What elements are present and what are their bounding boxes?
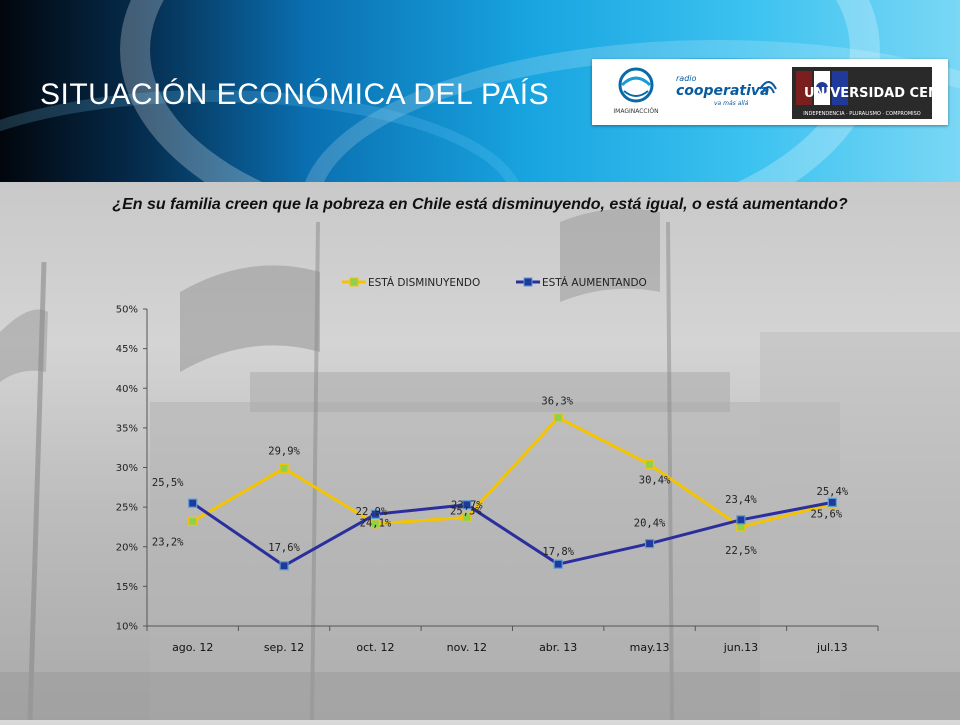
data-label: 23,4% (725, 494, 757, 506)
data-label: 29,9% (268, 445, 300, 457)
svg-text:IMAGINACCIÓN: IMAGINACCIÓN (613, 108, 658, 115)
y-tick-label: 10% (116, 622, 138, 633)
x-tick-label: jul.13 (816, 641, 848, 654)
data-label: 25,3% (450, 506, 482, 518)
palace-silhouette (0, 208, 960, 721)
y-tick-label: 35% (116, 423, 138, 434)
series-line-1 (191, 500, 833, 568)
universidad-central-logo: UNIVERSIDAD CENTRAL INDEPENDENCIA · PLUR… (792, 67, 960, 119)
svg-text:radio: radio (676, 74, 696, 83)
data-point (188, 516, 198, 526)
y-tick-label: 30% (116, 463, 138, 474)
data-label: 17,8% (542, 546, 574, 558)
cooperativa-logo: radio cooperativa va más allá (674, 71, 778, 111)
x-tick-label: may.13 (630, 641, 670, 654)
x-tick-label: ago. 12 (172, 641, 213, 654)
x-tick-label: sep. 12 (264, 641, 304, 654)
svg-text:UNIVERSIDAD CENTRAL: UNIVERSIDAD CENTRAL (804, 86, 932, 101)
svg-text:va más allá: va más allá (714, 100, 749, 107)
y-tick-label: 20% (116, 542, 138, 553)
data-point (462, 500, 472, 510)
data-point (736, 515, 746, 525)
y-tick-label: 25% (116, 503, 138, 514)
data-label: 22,9% (356, 506, 388, 518)
chart-legend: ESTÁ DISMINUYENDO ESTÁ AUMENTANDO (342, 276, 647, 289)
slide-title: SITUACIÓN ECONÓMICA DEL PAÍS (40, 78, 550, 111)
x-tick-label: oct. 12 (356, 641, 394, 654)
svg-text:cooperativa: cooperativa (676, 83, 769, 99)
data-point (644, 459, 655, 469)
data-label: 25,6% (811, 508, 843, 520)
line-chart: ESTÁ DISMINUYENDO ESTÁ AUMENTANDO 10% 15% 2… (116, 276, 879, 654)
logos-strip: IMAGINACCIÓN radio cooperativa va más al… (592, 59, 960, 125)
legend-marker (349, 277, 359, 287)
x-tick-label: abr. 13 (539, 641, 577, 654)
y-tick-label: 15% (116, 582, 138, 593)
data-point (553, 412, 563, 423)
data-label: 36,3% (541, 396, 573, 408)
svg-text:INDEPENDENCIA · PLURALISMO · C: INDEPENDENCIA · PLURALISMO · COMPROMISO (803, 111, 921, 117)
data-point (644, 538, 655, 549)
chart-data-labels: 23,2% 29,9% 22,9% 23,7% 36,3% 30,4% 22,5% 25,4%… (152, 396, 849, 559)
chart-series (188, 412, 837, 571)
data-point (188, 498, 198, 508)
header-banner: SITUACIÓN ECONÓMICA DEL PAÍS IMAGINACCIÓ… (0, 0, 960, 182)
chart-axes: 10% 15% 20% 25% 30% 35% 40% 45% 50% ago. 12 sep. 1… (116, 305, 879, 654)
data-point (370, 519, 381, 529)
survey-question: ¿En su familia creen que la pobreza en C… (112, 196, 848, 213)
series-line-0 (191, 416, 833, 529)
x-tick-label: jun.13 (723, 641, 759, 654)
data-label: 25,4% (817, 486, 849, 498)
x-tick-label: nov. 12 (447, 641, 487, 654)
data-label: 30,4% (639, 474, 671, 486)
data-label: 22,5% (725, 545, 757, 557)
y-tick-label: 40% (116, 384, 138, 395)
legend-label: ESTÁ DISMINUYENDO (368, 276, 480, 289)
data-label: 23,7% (451, 499, 483, 511)
imaginaccion-logo: IMAGINACCIÓN (606, 65, 666, 119)
background-photo (0, 182, 960, 721)
y-tick-label: 50% (116, 305, 138, 316)
data-point (370, 509, 381, 519)
legend-marker (523, 277, 533, 287)
data-point (279, 561, 289, 571)
data-label: 17,6% (268, 542, 300, 554)
data-label: 25,5% (152, 477, 184, 489)
data-point (827, 497, 837, 507)
data-label: 23,2% (152, 536, 184, 548)
data-label: 24,1% (360, 517, 392, 529)
legend-label: ESTÁ AUMENTANDO (542, 276, 647, 289)
data-label: 20,4% (634, 518, 666, 530)
y-tick-label: 45% (116, 344, 138, 355)
data-point (279, 463, 289, 473)
data-point (462, 512, 472, 523)
data-point (553, 559, 563, 569)
